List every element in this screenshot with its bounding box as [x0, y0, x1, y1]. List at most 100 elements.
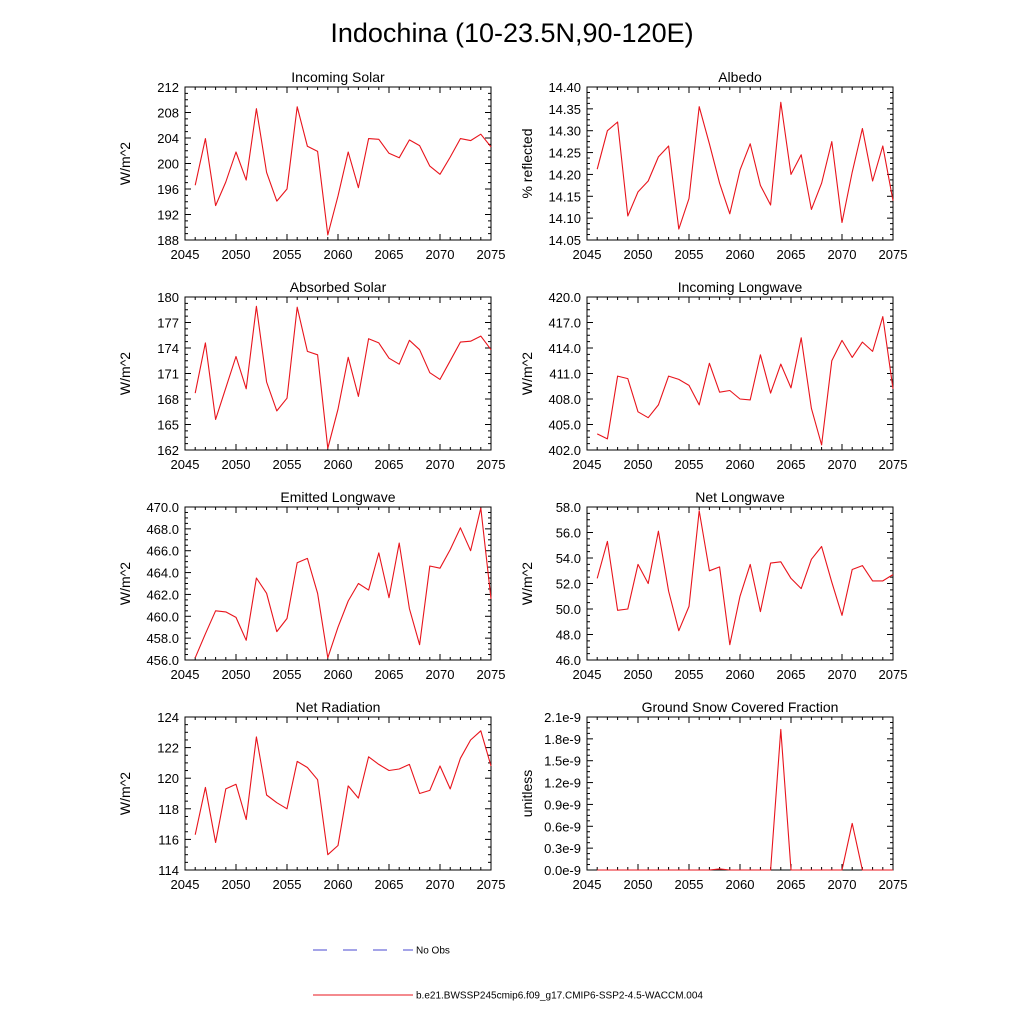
figure-title: Indochina (10-23.5N,90-120E): [330, 18, 693, 48]
x-tick-label: 2050: [624, 667, 653, 682]
y-tick-label: 14.35: [548, 102, 581, 117]
panel-title: Albedo: [718, 69, 762, 85]
y-tick-label: 464.0: [146, 566, 179, 581]
y-axis-label: W/m^2: [117, 772, 133, 815]
y-tick-label: 456.0: [146, 653, 179, 668]
panel-title: Incoming Longwave: [678, 279, 803, 295]
x-tick-label: 2055: [675, 667, 704, 682]
y-tick-label: 402.0: [548, 443, 581, 458]
x-tick-label: 2055: [273, 457, 302, 472]
x-tick-label: 2060: [324, 247, 353, 262]
x-tick-label: 2070: [828, 877, 857, 892]
y-tick-label: 458.0: [146, 631, 179, 646]
y-tick-label: 14.10: [548, 211, 581, 226]
chart-panel-7: Net Radiation W/m^2 2045 2050 2055 2060 2065 20…: [117, 699, 505, 892]
x-tick-label: 2050: [624, 247, 653, 262]
x-tick-label: 2070: [828, 667, 857, 682]
x-tick-label: 2045: [573, 457, 602, 472]
y-tick-label: 58.0: [556, 500, 581, 515]
y-tick-label: 2.1e-9: [544, 710, 581, 725]
chart-panel-6: Net Longwave W/m^2 2045 2050 2055 2060 2065 207…: [519, 489, 907, 682]
x-tick-label: 2075: [879, 457, 908, 472]
y-tick-label: 165: [157, 418, 179, 433]
y-tick-label: 162: [157, 443, 179, 458]
x-tick-label: 2065: [375, 247, 404, 262]
x-tick-label: 2060: [726, 247, 755, 262]
x-tick-label: 2045: [573, 877, 602, 892]
y-axis-label: W/m^2: [519, 562, 535, 605]
y-tick-label: 114: [158, 863, 179, 878]
y-axis-label: W/m^2: [117, 352, 133, 395]
x-tick-label: 2075: [477, 667, 506, 682]
x-tick-label: 2050: [624, 457, 653, 472]
series-line: [194, 305, 492, 449]
x-tick-label: 2065: [375, 457, 404, 472]
y-tick-label: 116: [158, 832, 179, 847]
y-axis-label: W/m^2: [117, 142, 133, 185]
chart-panel-1: Incoming Solar W/m^2 2045 2050 2055 2060 2065 2…: [117, 69, 505, 262]
y-tick-label: 208: [157, 106, 179, 121]
x-tick-label: 2075: [879, 877, 908, 892]
x-tick-label: 2075: [879, 247, 908, 262]
x-tick-label: 2045: [171, 247, 200, 262]
x-tick-label: 2070: [828, 457, 857, 472]
x-tick-label: 2075: [477, 247, 506, 262]
y-tick-label: 14.20: [548, 167, 581, 182]
y-tick-label: 48.0: [556, 628, 581, 643]
y-tick-label: 52.0: [556, 577, 581, 592]
panel-title: Net Radiation: [296, 699, 381, 715]
x-tick-label: 2055: [273, 667, 302, 682]
x-tick-label: 2060: [726, 457, 755, 472]
x-tick-label: 2055: [675, 457, 704, 472]
y-tick-label: 417.0: [548, 316, 581, 331]
y-tick-label: 118: [158, 802, 179, 817]
y-axis-label: % reflected: [519, 128, 535, 198]
panel-title: Emitted Longwave: [280, 489, 395, 505]
y-tick-label: 54.0: [556, 551, 581, 566]
y-tick-label: 1.2e-9: [544, 776, 581, 791]
legend-obs-label: No Obs: [416, 946, 450, 957]
x-tick-label: 2045: [171, 877, 200, 892]
x-tick-label: 2050: [222, 667, 251, 682]
y-tick-label: 468.0: [146, 522, 179, 537]
y-tick-label: 168: [157, 392, 179, 407]
y-tick-label: 460.0: [146, 609, 179, 624]
chart-panel-5: Emitted Longwave W/m^2 2045 2050 2055 2060 206…: [117, 489, 505, 682]
x-tick-label: 2060: [324, 457, 353, 472]
y-tick-label: 462.0: [146, 587, 179, 602]
y-tick-label: 124: [157, 710, 179, 725]
series-line: [597, 728, 893, 871]
x-tick-label: 2065: [375, 667, 404, 682]
x-tick-label: 2045: [171, 457, 200, 472]
chart-panel-3: Absorbed Solar W/m^2 2045 2050 2055 2060 2065 2…: [117, 279, 505, 472]
y-tick-label: 0.3e-9: [544, 841, 581, 856]
y-tick-label: 1.8e-9: [544, 732, 581, 747]
x-tick-label: 2050: [222, 247, 251, 262]
y-tick-label: 56.0: [556, 526, 581, 541]
panel-title: Absorbed Solar: [290, 279, 387, 295]
x-tick-label: 2065: [375, 877, 404, 892]
x-tick-label: 2050: [222, 457, 251, 472]
x-tick-label: 2070: [426, 877, 455, 892]
series-line: [194, 730, 492, 856]
y-tick-label: 420.0: [548, 290, 581, 305]
y-tick-label: 411.0: [549, 367, 581, 382]
x-tick-label: 2070: [426, 457, 455, 472]
x-tick-label: 2070: [426, 667, 455, 682]
x-tick-label: 2070: [426, 247, 455, 262]
y-axis-label: W/m^2: [117, 562, 133, 605]
y-tick-label: 46.0: [556, 653, 581, 668]
x-tick-label: 2065: [777, 877, 806, 892]
x-tick-label: 2060: [726, 877, 755, 892]
y-tick-label: 188: [157, 233, 179, 248]
x-tick-label: 2055: [273, 247, 302, 262]
x-tick-label: 2060: [324, 667, 353, 682]
x-tick-label: 2060: [324, 877, 353, 892]
x-tick-label: 2065: [777, 667, 806, 682]
panel-title: Incoming Solar: [291, 69, 385, 85]
y-tick-label: 470.0: [146, 500, 179, 515]
x-tick-label: 2070: [828, 247, 857, 262]
y-tick-label: 408.0: [548, 392, 581, 407]
x-tick-label: 2075: [879, 667, 908, 682]
